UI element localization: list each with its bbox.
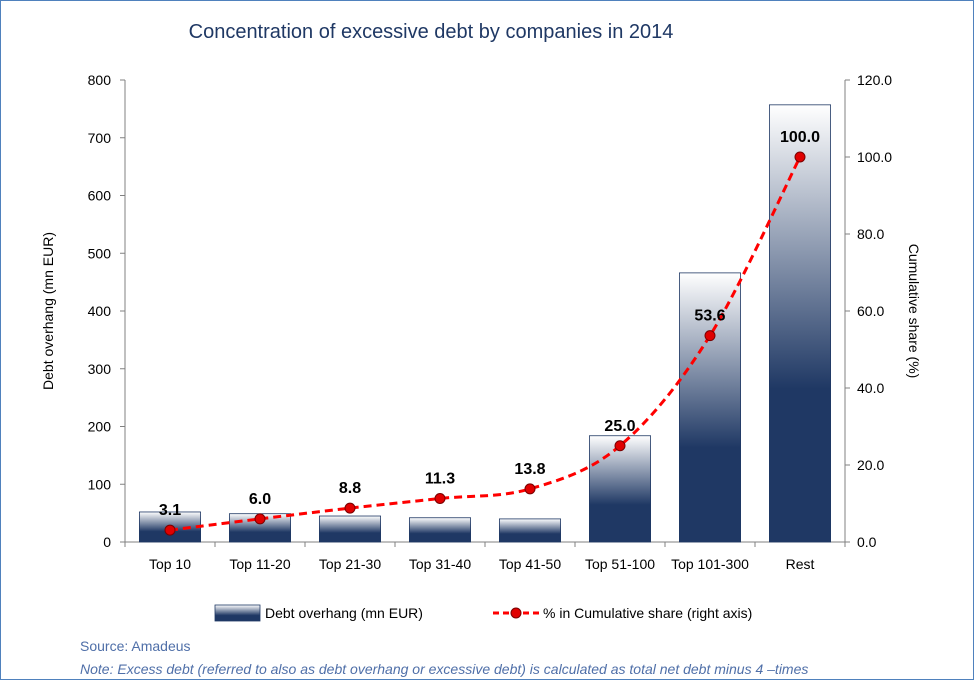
y-tick-label: 800 — [88, 72, 112, 88]
bar — [318, 515, 381, 543]
bar — [589, 435, 652, 543]
legend: Debt overhang (mn EUR) % in Cumulative sh… — [214, 604, 752, 622]
y-tick-label: 300 — [88, 361, 112, 377]
cumulative-line-path — [169, 156, 802, 532]
legend-line-marker — [510, 607, 522, 619]
y2-tick-label: 40.0 — [857, 380, 884, 396]
bar — [679, 272, 742, 543]
x-tick-label: Top 51-100 — [585, 556, 655, 572]
y2-tick-label: 0.0 — [857, 534, 877, 550]
x-tick-label: Top 10 — [149, 556, 191, 572]
y-tick-label: 200 — [88, 419, 112, 435]
note-text: Note: Excess debt (referred to also as d… — [80, 661, 809, 677]
x-tick-label: Top 41-50 — [499, 556, 561, 572]
line-point — [794, 151, 806, 163]
y2-tick-label: 80.0 — [857, 226, 884, 242]
y-tick-label: 400 — [88, 303, 112, 319]
y2-tick-label: 120.0 — [857, 72, 892, 88]
line-point — [704, 330, 716, 342]
y-tick-label: 600 — [88, 188, 112, 204]
bar — [769, 104, 832, 543]
legend-line-label: % in Cumulative share (right axis) — [543, 605, 752, 621]
data-label: 3.1 — [159, 502, 181, 519]
data-label: 53.6 — [694, 308, 725, 325]
data-label: 8.8 — [339, 480, 361, 497]
data-label: 13.8 — [514, 461, 545, 478]
y-axis-title: Debt overhang (mn EUR) — [40, 232, 56, 390]
x-tick-label: Top 21-30 — [319, 556, 381, 572]
line-point — [344, 502, 356, 514]
y-tick-label: 700 — [88, 130, 112, 146]
y-tick-label: 0 — [103, 534, 111, 550]
source-text: Source: Amadeus — [80, 638, 191, 654]
y2-tick-label: 60.0 — [857, 303, 884, 319]
line-point — [524, 483, 536, 495]
data-label: 100.0 — [780, 129, 820, 146]
data-label: 11.3 — [425, 470, 455, 487]
legend-bar-label: Debt overhang (mn EUR) — [265, 605, 423, 621]
legend-bar-swatch — [214, 604, 261, 622]
x-tick-label: Rest — [786, 556, 815, 572]
x-tick-label: Top 31-40 — [409, 556, 471, 572]
bar — [408, 517, 471, 543]
line-point — [164, 524, 176, 536]
data-label: 25.0 — [604, 418, 635, 435]
y-tick-label: 500 — [88, 245, 112, 261]
line-point — [254, 513, 266, 525]
bar — [498, 518, 561, 543]
chart-title: Concentration of excessive debt by compa… — [189, 21, 674, 43]
line-point — [614, 440, 626, 452]
x-tick-label: Top 11-20 — [229, 556, 290, 572]
axes: 0 100 200 300 400 500 600 700 800 0.0 20.0 40.0 60.0… — [40, 72, 922, 572]
y-tick-label: 100 — [88, 476, 112, 492]
data-label: 6.0 — [249, 491, 271, 508]
cumulative-line: 3.1 6.0 8.8 11.3 13.8 25.0 53.6 100.0 — [159, 129, 820, 536]
bars — [138, 104, 832, 543]
x-tick-label: Top 101-300 — [671, 556, 749, 572]
y2-tick-label: 20.0 — [857, 457, 884, 473]
line-point — [434, 492, 446, 504]
y2-axis-title: Cumulative share (%) — [906, 244, 922, 379]
y2-tick-label: 100.0 — [857, 149, 892, 165]
